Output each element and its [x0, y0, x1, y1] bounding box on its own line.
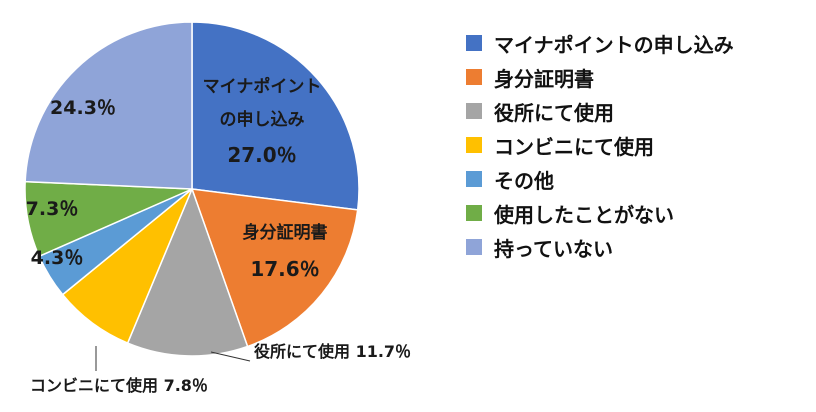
legend-swatch	[466, 69, 482, 85]
pie-slices	[24, 21, 360, 357]
legend: マイナポイントの申し込み 身分証明書役所にて使用コンビニにて使用 その他使用したこと…	[466, 26, 811, 264]
leader-line-3	[210, 351, 251, 362]
data-labels: マイナポイントの申し込み 27.0％ 身分証明書 17.6％ 役所にて使用 11.7％ コ…	[26, 76, 411, 395]
legend-item: コンビニにて使用	[466, 128, 811, 162]
legend-swatch	[466, 239, 482, 255]
legend-swatch	[466, 137, 482, 153]
legend-item: 身分証明書	[466, 60, 811, 94]
data-label-2: 身分証明書 17.6％	[243, 222, 328, 281]
leader-lines	[95, 346, 251, 371]
legend-label: マイナポイントの申し込み	[494, 32, 734, 57]
pie-slice-3	[126, 186, 249, 357]
legend-item: 役所にて使用	[466, 94, 811, 128]
legend-label: コンビニにて使用	[494, 134, 654, 159]
legend-swatch	[466, 171, 482, 187]
legend-swatch	[466, 35, 482, 51]
data-label-3: 役所にて使用 11.7％	[254, 342, 411, 361]
data-label-1: マイナポイントの申し込み 27.0％	[203, 76, 322, 167]
pie-slice-1	[191, 21, 360, 211]
legend-item: その他	[466, 162, 811, 196]
legend-item: マイナポイントの申し込み	[466, 26, 811, 60]
pie-slice-2	[190, 188, 359, 348]
legend-label: 役所にて使用	[494, 100, 614, 125]
legend-label: 使用したことがない	[494, 202, 674, 227]
legend-item: 使用したことがない	[466, 196, 811, 230]
legend-label: 身分証明書	[494, 66, 594, 91]
data-label-4: コンビニにて使用 7.8％	[30, 376, 208, 395]
data-label-6: 7.3％	[26, 198, 79, 220]
legend-swatch	[466, 205, 482, 221]
legend-swatch	[466, 103, 482, 119]
legend-label: その他	[494, 168, 554, 193]
legend-item: 持っていない	[466, 230, 811, 264]
data-label-5: 4.3％	[31, 247, 84, 269]
pie-slice-7	[24, 21, 193, 190]
legend-label: 持っていない	[494, 236, 613, 261]
data-label-7: 24.3％	[50, 97, 116, 119]
